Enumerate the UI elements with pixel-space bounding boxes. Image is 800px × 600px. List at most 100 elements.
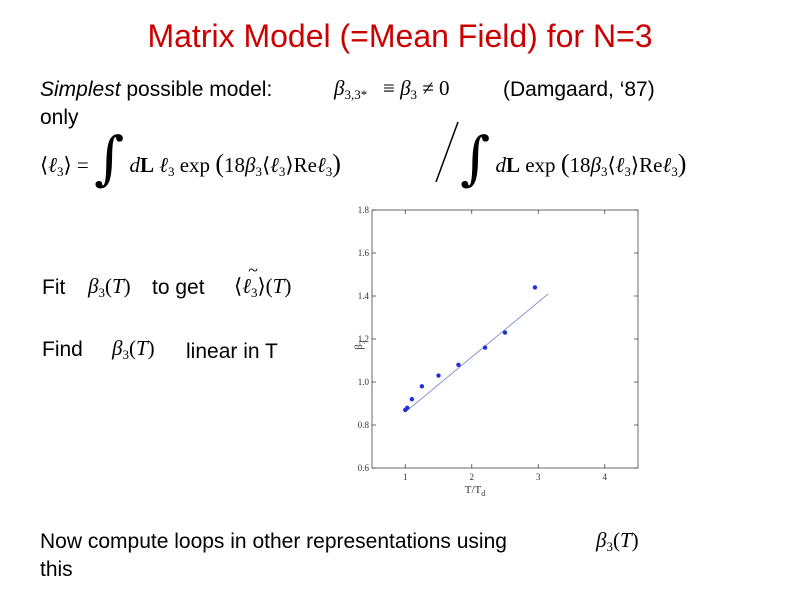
x-tick-label: 2 bbox=[470, 472, 475, 482]
beta3-scatter-chart: 1 2 3 4 0.6 0.8 1.0 1.2 1.4 1.6 1.8 T/Td β3 bbox=[353, 205, 639, 498]
data-point bbox=[409, 397, 415, 402]
subscript: 3 bbox=[250, 285, 258, 300]
eighteen: 18 bbox=[223, 153, 245, 177]
data-point bbox=[502, 330, 508, 335]
beta-symbol: β bbox=[590, 153, 601, 177]
equiv-symbol: ≡ bbox=[382, 76, 395, 100]
subscript: 3 bbox=[56, 164, 64, 179]
intro-text: Simplest possible model: bbox=[40, 78, 272, 102]
T: T bbox=[135, 336, 148, 360]
integral-symbol: ∫ bbox=[94, 124, 125, 192]
subscript: 3 bbox=[255, 164, 262, 179]
y-tick-label: 0.6 bbox=[358, 463, 370, 473]
fit-label: Fit bbox=[42, 276, 66, 299]
integral-symbol: ∫ bbox=[460, 124, 491, 192]
bold-L: L bbox=[139, 153, 154, 177]
find-label: Find bbox=[42, 338, 83, 361]
data-point bbox=[532, 285, 538, 290]
intro-rest: possible model: bbox=[120, 78, 273, 101]
subscript: 3 bbox=[98, 285, 105, 300]
rparen: ) bbox=[677, 149, 687, 178]
y-tick-label: 1.4 bbox=[358, 291, 370, 301]
d: d bbox=[495, 153, 506, 177]
y-tick-label: 1.8 bbox=[358, 205, 370, 215]
subscript: 3 bbox=[122, 347, 129, 362]
Re: Re bbox=[639, 153, 663, 177]
denominator: ∫ dL exp (18β3⟨ℓ3⟩Reℓ3) bbox=[460, 118, 687, 192]
langle: ⟨ bbox=[40, 153, 49, 177]
d: d bbox=[129, 153, 140, 177]
x-tick-label: 3 bbox=[536, 472, 541, 482]
tilde: ~ bbox=[248, 260, 258, 280]
rparen: ) bbox=[332, 149, 341, 178]
exp: exp bbox=[525, 153, 556, 177]
beta-symbol: β bbox=[244, 153, 256, 177]
lparen: ( bbox=[104, 274, 112, 298]
division-slash bbox=[435, 121, 459, 183]
lparen: ( bbox=[560, 149, 570, 178]
x-axis-label: T/Td bbox=[465, 484, 486, 498]
rparen: ) bbox=[284, 274, 292, 298]
ell: ℓ bbox=[615, 153, 625, 177]
subscript: 3 bbox=[278, 164, 286, 179]
ell: ℓ bbox=[242, 274, 251, 298]
subscript: 3 bbox=[325, 164, 333, 179]
fit-line bbox=[404, 293, 549, 413]
y-tick-label: 1.2 bbox=[358, 334, 369, 344]
Re: Re bbox=[293, 153, 317, 177]
fit-target-formula: ⟨ ~ ℓ3⟩(T) bbox=[234, 260, 292, 301]
T: T bbox=[111, 274, 124, 298]
y-tick-label: 1.6 bbox=[358, 248, 370, 258]
lparen: ( bbox=[265, 274, 273, 298]
find-rest: linear in T bbox=[186, 340, 278, 363]
exp: exp bbox=[179, 153, 211, 177]
beta-symbol: β bbox=[88, 274, 99, 298]
langle: ⟨ bbox=[261, 153, 271, 177]
x-tick-label: 4 bbox=[603, 472, 608, 482]
intro-emphasis: Simplest bbox=[40, 78, 121, 101]
data-point bbox=[419, 384, 425, 389]
intro-wrap: only bbox=[40, 106, 79, 129]
bottom-line-2: this bbox=[40, 558, 73, 581]
beta-subscript: 3,3* bbox=[344, 87, 368, 102]
T: T bbox=[272, 274, 285, 298]
lparen: ( bbox=[612, 528, 620, 552]
rangle: ⟩ bbox=[285, 153, 294, 177]
slide-title: Matrix Model (=Mean Field) for N=3 bbox=[147, 18, 653, 54]
bottom-beta-formula: β3(T) bbox=[596, 528, 639, 555]
fit-beta-formula: β3(T) bbox=[88, 274, 131, 301]
bottom-line-1: Now compute loops in other representatio… bbox=[40, 530, 507, 553]
ell: ℓ bbox=[48, 153, 57, 177]
lparen: ( bbox=[215, 149, 224, 178]
rparen: ) bbox=[123, 274, 131, 298]
lparen: ( bbox=[128, 336, 136, 360]
data-point bbox=[456, 362, 461, 367]
data-point bbox=[405, 405, 410, 410]
y-axis-label-sub: 3 bbox=[358, 340, 367, 344]
T: T bbox=[619, 528, 632, 552]
main-equation: ⟨ℓ3⟩ = ∫ dL ℓ3 exp (18β3⟨ℓ3⟩Reℓ3) bbox=[40, 118, 341, 192]
rparen: ) bbox=[631, 528, 639, 552]
x-tick-label: 1 bbox=[403, 472, 408, 482]
subscript: 3 bbox=[606, 539, 613, 554]
langle: ⟨ bbox=[607, 153, 616, 177]
rangle: ⟩ bbox=[63, 153, 72, 177]
ell: ℓ bbox=[270, 153, 279, 177]
y-tick-label: 1.0 bbox=[358, 377, 370, 387]
ell: ℓ bbox=[159, 153, 168, 177]
citation: (Damgaard, ‘87) bbox=[503, 78, 655, 101]
ell: ℓ bbox=[662, 153, 672, 177]
eighteen: 18 bbox=[569, 153, 591, 177]
subscript: 3 bbox=[671, 164, 678, 179]
find-beta-formula: β3(T) bbox=[112, 336, 155, 363]
constraint-formula: β3,3* ≡ β3 ≠ 0 bbox=[334, 76, 450, 103]
beta-symbol: β bbox=[596, 528, 607, 552]
rangle: ⟩ bbox=[630, 153, 640, 177]
subscript: 3 bbox=[624, 164, 631, 179]
x-axis-label-sub: d bbox=[481, 489, 485, 498]
fit-mid: to get bbox=[152, 276, 205, 299]
neq-zero: ≠ 0 bbox=[422, 76, 450, 100]
beta-symbol: β bbox=[112, 336, 123, 360]
beta-symbol: β bbox=[334, 76, 345, 100]
beta-symbol: β bbox=[400, 76, 411, 100]
